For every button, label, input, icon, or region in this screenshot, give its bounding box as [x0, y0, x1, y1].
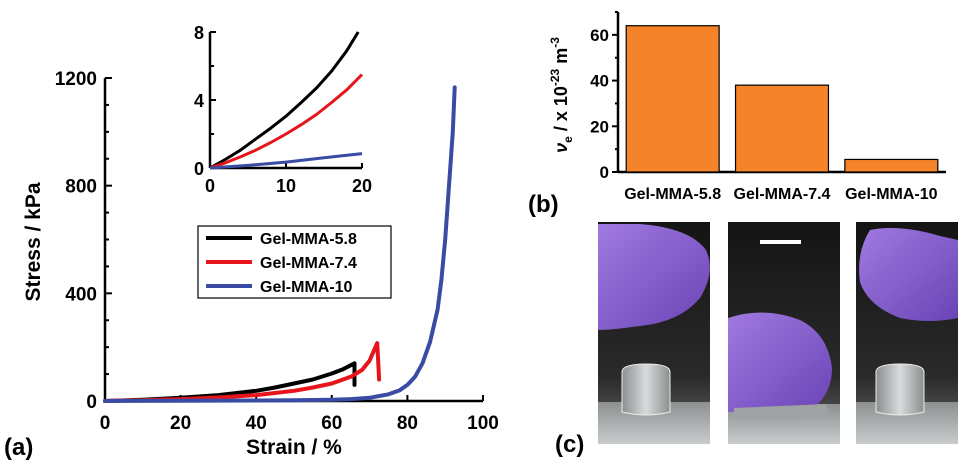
bar — [844, 158, 939, 173]
hydrogel-flattened — [734, 404, 828, 420]
glove-finger-pressing — [728, 312, 832, 412]
x-tick-label: 20 — [170, 413, 191, 434]
crosslink-density-chart: 0 20 40 60 Gel-MMA-5.8 Gel-MMA-7.4 Gel-MMA-10… — [528, 11, 946, 218]
x-tick-label: 80 — [397, 413, 418, 434]
y-tick-label: 0 — [86, 392, 97, 413]
y-tick-label: 1200 — [55, 69, 97, 90]
panel-label-b: (b) — [528, 191, 559, 218]
legend-label: Gel-MMA-5.8 — [260, 231, 357, 248]
y-tick-label: 800 — [65, 177, 97, 198]
photo-after-recovery — [856, 222, 958, 444]
inset-series-line-gel-mma-10 — [209, 152, 363, 170]
inset-series-line-gel-mma-5.8 — [209, 31, 360, 170]
glove-finger — [598, 224, 710, 330]
photo-before-compression — [598, 222, 710, 444]
inset-y-tick-label: 0 — [194, 159, 204, 179]
bar-y-tick-label: 20 — [590, 117, 609, 136]
x-tick-label: 0 — [100, 413, 111, 434]
bar-category-label: Gel-MMA-5.8 — [624, 186, 721, 203]
y-tick-label: 400 — [65, 284, 97, 305]
stress-strain-x-axis-label: Strain / % — [246, 436, 342, 459]
inset-x-tick-label: 10 — [276, 176, 296, 196]
bar-category-label: Gel-MMA-10 — [845, 186, 938, 203]
inset-series-line-gel-mma-7.4 — [209, 73, 364, 170]
stress-strain-legend: Gel-MMA-5.8 Gel-MMA-7.4 Gel-MMA-10 — [197, 225, 392, 299]
bar — [734, 84, 830, 173]
crosslink-density-y-axis-label: νe / x 10-23 m-3 — [548, 37, 575, 153]
bar-y-tick-label: 0 — [600, 163, 609, 182]
bar-y-tick-label: 40 — [590, 72, 609, 91]
hydrogel-cylinder — [621, 363, 671, 416]
photo-during-compression — [728, 222, 840, 444]
inset-x-tick-label: 0 — [205, 176, 215, 196]
glove-finger — [859, 228, 958, 321]
legend-label: Gel-MMA-10 — [260, 279, 353, 296]
x-tick-label: 60 — [321, 413, 342, 434]
legend-label: Gel-MMA-7.4 — [260, 255, 357, 272]
panel-label-c: (c) — [555, 431, 584, 458]
stress-strain-series-group — [103, 85, 457, 403]
inset-x-tick-label: 20 — [352, 176, 372, 196]
bar-category-label: Gel-MMA-7.4 — [734, 186, 831, 203]
x-tick-label: 100 — [467, 413, 499, 434]
hydrogel-cylinder — [875, 363, 925, 416]
stress-strain-inset-chart: 0 10 20 0 4 8 — [194, 23, 372, 196]
inset-y-tick-label: 4 — [194, 91, 204, 111]
bar-y-tick-label: 60 — [590, 26, 609, 45]
x-tick-label: 40 — [246, 413, 267, 434]
stress-strain-y-axis-label: Stress / kPa — [22, 182, 45, 301]
series-line-gel-mma-10 — [103, 85, 457, 403]
inset-y-tick-label: 8 — [194, 23, 204, 43]
bar — [625, 25, 720, 173]
panel-label-a: (a) — [4, 434, 33, 461]
photo-strip: (c) — [555, 222, 958, 458]
